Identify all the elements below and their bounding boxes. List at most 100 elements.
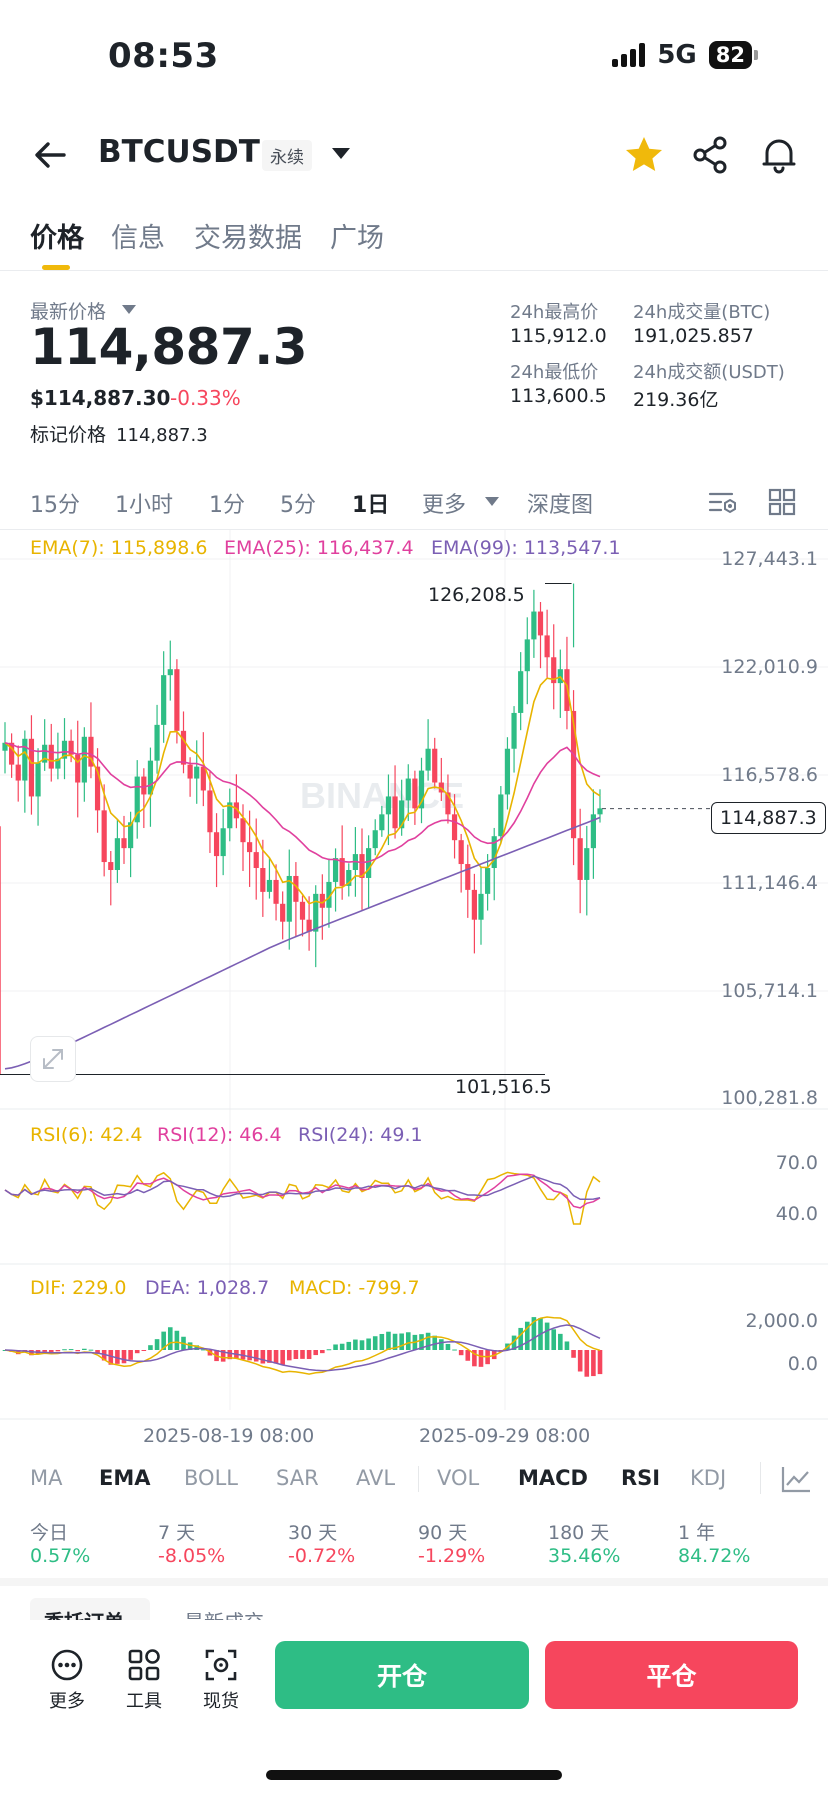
high-annotation: 126,208.5 (428, 584, 525, 606)
indicator-rsi[interactable]: RSI (621, 1466, 661, 1490)
indicator-vol[interactable]: VOL (437, 1466, 480, 1490)
status-time: 08:53 (108, 36, 219, 76)
layout-grid-icon[interactable] (768, 488, 796, 516)
price-axis-tick: 105,714.1 (721, 980, 818, 1002)
indicator-kdj[interactable]: KDJ (690, 1466, 727, 1490)
close-position-button[interactable]: 平仓 (545, 1641, 798, 1709)
rsi24-legend: RSI(24): 49.1 (298, 1124, 423, 1146)
open-position-button[interactable]: 开仓 (275, 1641, 529, 1709)
favorite-star-icon[interactable] (623, 134, 665, 176)
dea-legend: DEA: 1,028.7 (145, 1277, 270, 1299)
bottom-tools[interactable]: 工具 (114, 1648, 174, 1713)
dif-legend: DIF: 229.0 (30, 1277, 127, 1299)
current-price-tag: 114,887.3 (711, 802, 826, 834)
tab-square[interactable]: 广场 (330, 223, 384, 254)
interval-more[interactable]: 更多 (422, 493, 467, 518)
indicator-settings-divider (760, 1462, 761, 1494)
more-dots-icon (51, 1649, 83, 1681)
ema7-legend: EMA(7): 115,898.6 (30, 537, 208, 559)
perf-value: 35.46% (548, 1545, 621, 1567)
volume-usdt-label: 24h成交额(USDT) (633, 362, 785, 383)
battery-icon: 82 (708, 41, 758, 69)
high-24h-label: 24h最高价 (510, 302, 599, 323)
symbol-title[interactable]: BTCUSDT (98, 134, 260, 170)
rsi6-legend: RSI(6): 42.4 (30, 1124, 143, 1146)
perf-value: -1.29% (418, 1545, 486, 1567)
price-axis-tick: 116,578.6 (721, 764, 818, 786)
perf-value: 0.57% (30, 1545, 91, 1567)
last-price-label[interactable]: 最新价格 (30, 301, 107, 323)
interval-1h[interactable]: 1小时 (115, 493, 173, 518)
perf-label: 180 天 (548, 1522, 610, 1544)
indicator-avl[interactable]: AVL (356, 1466, 396, 1490)
mark-price-label: 标记价格 (30, 424, 107, 446)
price-annotations (0, 583, 712, 1075)
indicator-settings-icon[interactable] (780, 1464, 812, 1494)
bell-icon[interactable] (758, 134, 800, 176)
price-axis-tick: 127,443.1 (721, 548, 818, 570)
depth-chart-tab[interactable]: 深度图 (527, 493, 594, 518)
bottom-more-label: 更多 (49, 1691, 85, 1712)
indicator-ema[interactable]: EMA (99, 1466, 151, 1490)
ema25-legend: EMA(25): 116,437.4 (224, 537, 414, 559)
ema-lines (4, 675, 601, 1070)
chart-gridlines (0, 530, 828, 1420)
interval-5m[interactable]: 5分 (280, 493, 316, 518)
price-change-percent: -0.33% (170, 386, 241, 410)
tab-info[interactable]: 信息 (111, 223, 165, 254)
bottom-more[interactable]: 更多 (37, 1648, 97, 1713)
spot-icon (205, 1649, 237, 1681)
indicator-divider (418, 1466, 419, 1492)
price-type-dropdown-icon[interactable] (122, 305, 136, 314)
status-indicators: 5G 82 (612, 40, 758, 70)
interval-1m[interactable]: 1分 (209, 493, 245, 518)
macd-axis-tick: 2,000.0 (745, 1310, 818, 1332)
tab-price[interactable]: 价格 (30, 223, 84, 254)
interval-15m[interactable]: 15分 (30, 493, 80, 518)
fullscreen-button[interactable] (30, 1036, 76, 1082)
bottom-spot-label: 现货 (203, 1691, 239, 1712)
contract-type-tag: 永续 (262, 140, 312, 171)
tabs-divider (0, 270, 828, 271)
indicator-macd[interactable]: MACD (518, 1466, 588, 1490)
network-type: 5G (657, 40, 697, 70)
perf-label: 30 天 (288, 1522, 338, 1544)
tools-grid-icon (128, 1649, 160, 1681)
last-price-usd: $114,887.30 (30, 386, 171, 410)
date-axis-tick: 2025-08-19 08:00 (143, 1425, 315, 1447)
volume-btc-value: 191,025.857 (633, 325, 754, 347)
ema99-legend: EMA(99): 113,547.1 (431, 537, 621, 559)
battery-level: 82 (708, 41, 752, 69)
price-axis-tick: 111,146.4 (721, 872, 818, 894)
date-axis-tick: 2025-09-29 08:00 (419, 1425, 591, 1447)
expand-icon (43, 1049, 63, 1069)
section-separator (0, 1578, 828, 1586)
macd-axis-tick: 0.0 (787, 1353, 818, 1375)
interval-more-dropdown-icon[interactable] (485, 497, 499, 506)
symbol-dropdown-icon[interactable] (332, 148, 350, 159)
back-arrow-icon[interactable] (30, 135, 70, 175)
low-annotation: 101,516.5 (455, 1076, 552, 1098)
indicator-sar[interactable]: SAR (276, 1466, 319, 1490)
perf-value: -8.05% (158, 1545, 226, 1567)
candles (0, 583, 603, 1075)
low-24h-value: 113,600.5 (510, 385, 607, 407)
share-icon[interactable] (690, 134, 732, 176)
indicator-boll[interactable]: BOLL (184, 1466, 238, 1490)
price-axis-tick: 122,010.9 (721, 656, 818, 678)
home-indicator (266, 1770, 562, 1780)
indicator-ma[interactable]: MA (30, 1466, 63, 1490)
chart-settings-icon[interactable] (708, 488, 738, 518)
candlestick-chart[interactable]: BINANCE (0, 530, 828, 1420)
macd-legend: MACD: -799.7 (289, 1277, 420, 1299)
last-price: 114,887.3 (30, 318, 308, 376)
tab-trading-data[interactable]: 交易数据 (194, 223, 302, 254)
macd-panel (2, 1316, 603, 1377)
interval-1d[interactable]: 1日 (352, 493, 390, 518)
perf-value: 84.72% (678, 1545, 751, 1567)
bottom-spot[interactable]: 现货 (191, 1648, 251, 1713)
volume-btc-label: 24h成交量(BTC) (633, 302, 771, 323)
perf-value: -0.72% (288, 1545, 356, 1567)
bottom-tools-label: 工具 (126, 1691, 162, 1712)
